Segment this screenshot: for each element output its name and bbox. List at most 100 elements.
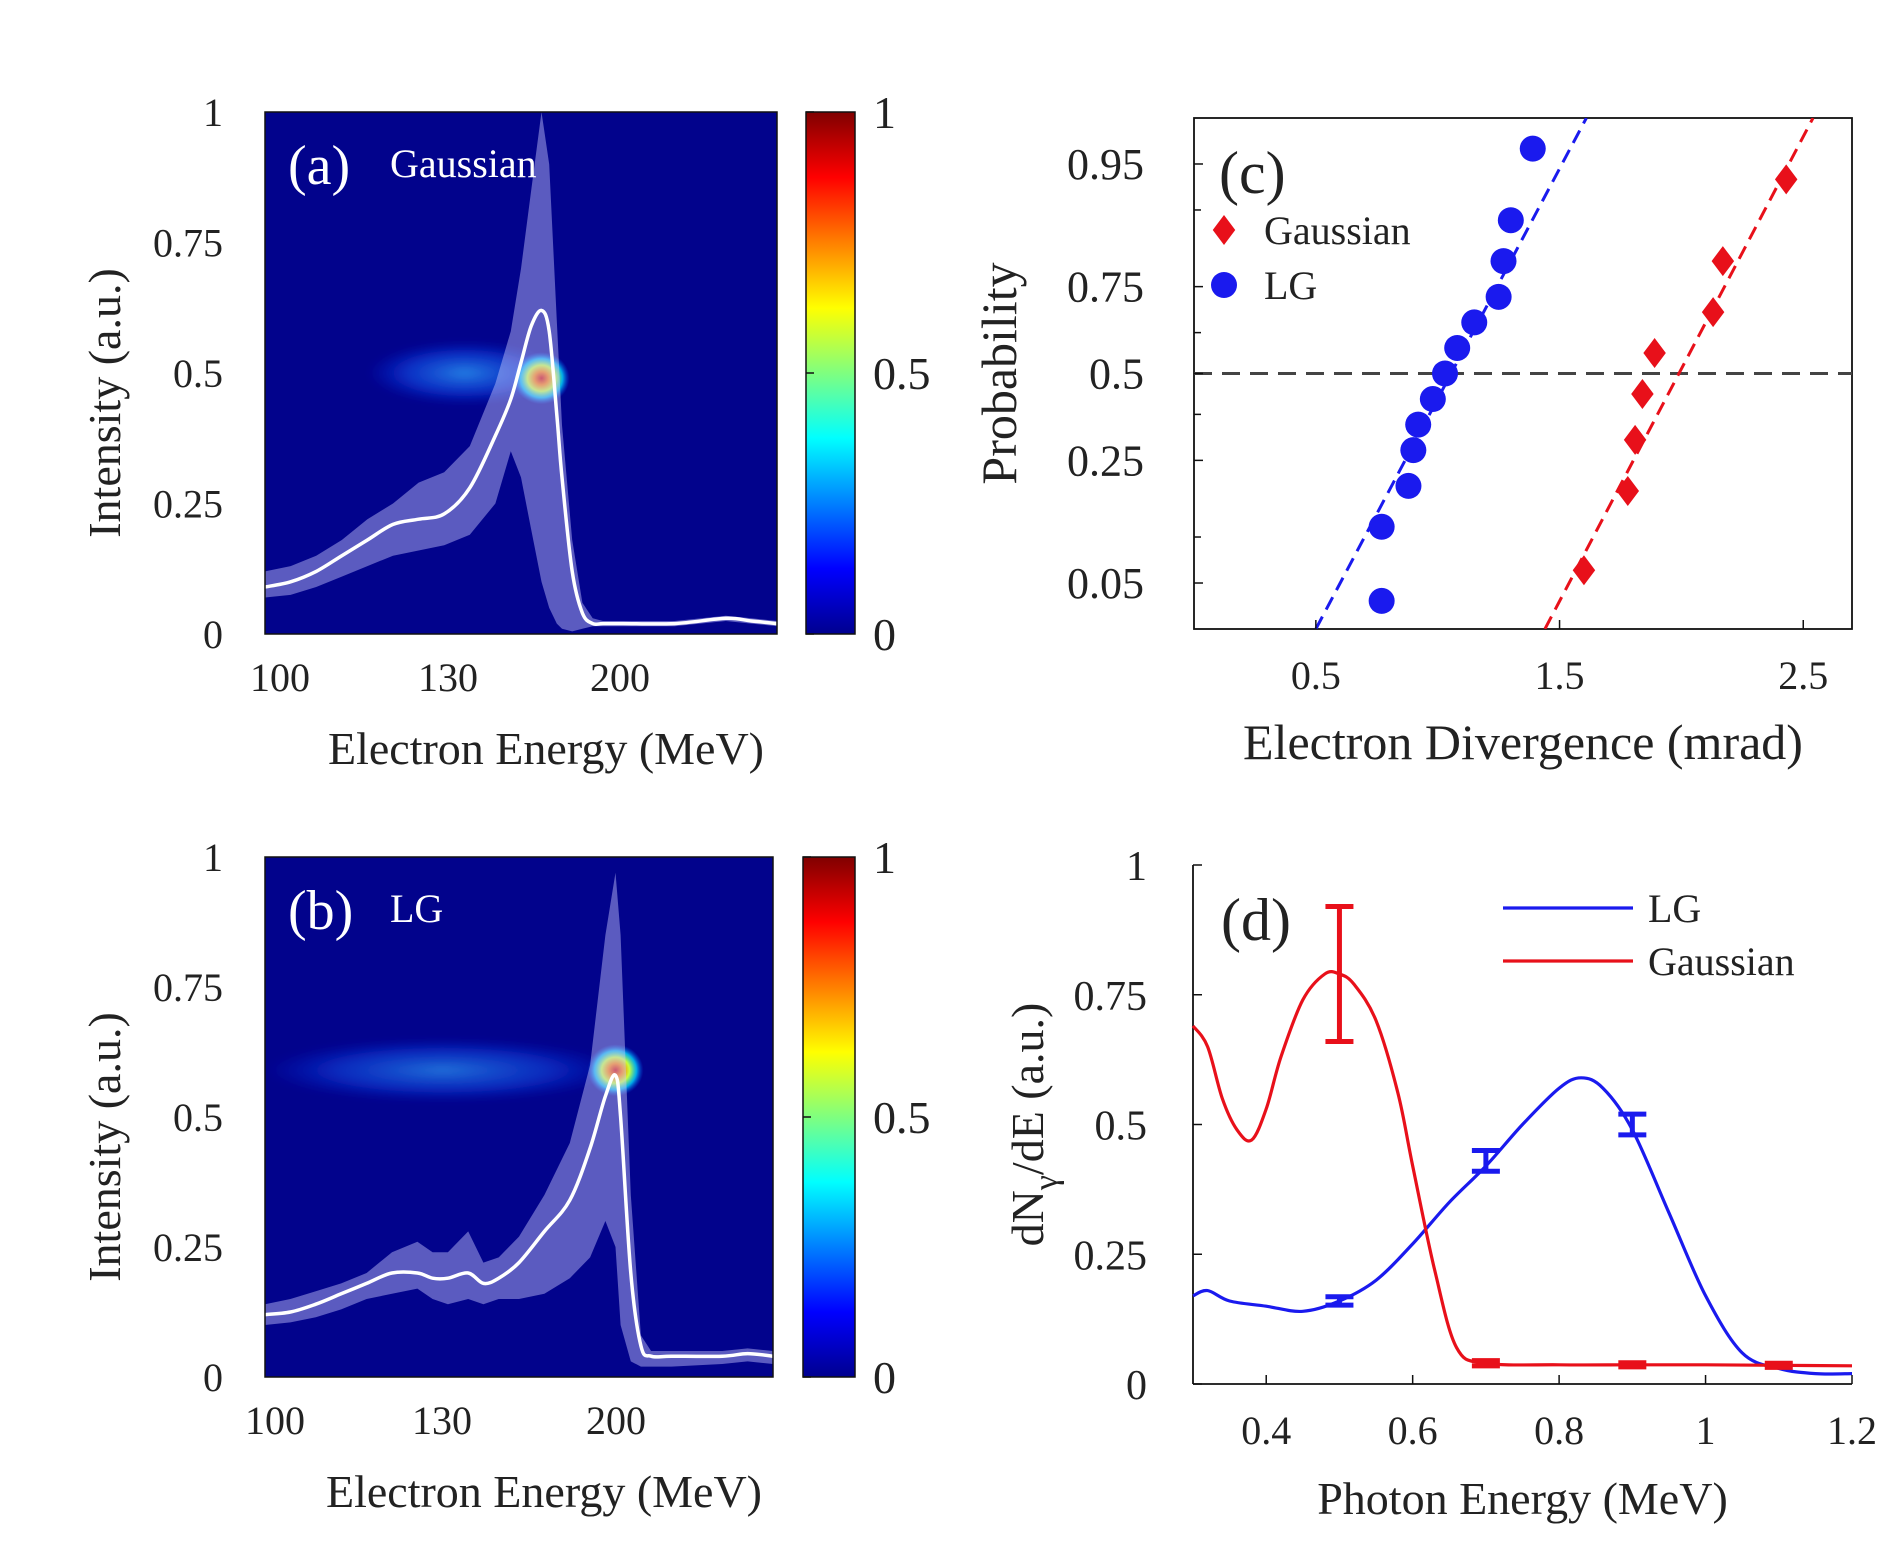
data-point-gaussian: [1711, 246, 1735, 277]
x-tick-label: 200: [586, 1398, 646, 1443]
y-axis-title: Intensity (a.u.): [79, 268, 130, 538]
colorbar-tick-label: 1: [873, 87, 896, 138]
x-tick-label: 130: [418, 655, 478, 700]
data-point-gaussian: [1631, 378, 1654, 409]
x-tick-label: 0.8: [1534, 1408, 1584, 1453]
y-axis-title: dNγ/dE (a.u.): [1002, 1003, 1065, 1247]
legend-label: Gaussian: [1648, 939, 1795, 984]
panel-label: (c): [1219, 140, 1286, 206]
data-point-lg: [1368, 513, 1395, 540]
spectrum-line-lg: [1192, 1076, 1853, 1376]
data-point-lg: [1485, 283, 1512, 310]
data-point-gaussian: [1623, 424, 1647, 455]
y-tick-label: 0: [203, 612, 223, 657]
x-tick-label: 2.5: [1778, 653, 1828, 698]
data-point-lg: [1405, 411, 1432, 438]
y-tick-label: 0.75: [153, 221, 223, 266]
heatmap-frame: [264, 111, 778, 635]
legend-marker-lg: [1211, 272, 1237, 298]
data-point-lg: [1519, 135, 1546, 162]
y-axis-title: Intensity (a.u.): [79, 1012, 130, 1282]
x-axis-title: Photon Energy (MeV): [1317, 1473, 1728, 1524]
spectrum-line-gaussian: [1191, 970, 1853, 1368]
panel-label: (d): [1221, 887, 1291, 953]
data-point-gaussian: [1616, 476, 1640, 507]
y-tick-label: 0.05: [1067, 559, 1144, 608]
panel-label: (a): [288, 135, 350, 197]
uncertainty-band: [265, 872, 773, 1367]
colorbar: [802, 856, 856, 1378]
legend: Gaussian LG: [1211, 208, 1411, 308]
x-axis-title: Electron Energy (MeV): [328, 723, 764, 774]
panel-c: 0.05 0.25 0.5 0.75 0.95 0.5 1.5 2.5 Electron Div…: [971, 117, 1853, 770]
data-point-lg: [1432, 360, 1459, 387]
y-tick-label: 0.75: [1074, 974, 1148, 1020]
panel-annotation: LG: [390, 886, 443, 931]
mean-spectrum-line: [264, 308, 778, 627]
legend-label: Gaussian: [1264, 208, 1411, 253]
colorbar-tick-label: 0.5: [873, 1092, 931, 1143]
panel-annotation: Gaussian: [390, 141, 537, 186]
y-tick-label: 0.25: [153, 1225, 223, 1270]
panel-d: 0 0.25 0.5 0.75 1 0.4 0.6 0.8 1 1.2 Photon Energy …: [1002, 844, 1877, 1524]
data-point-lg: [1490, 248, 1517, 275]
y-tick-label: 0.75: [1067, 263, 1144, 312]
data-point-lg: [1400, 437, 1427, 464]
x-tick-label: 0.5: [1291, 653, 1341, 698]
mean-spectrum-line: [264, 1073, 774, 1359]
x-tick-label: 200: [590, 655, 650, 700]
uncertainty-band: [265, 112, 777, 632]
data-point-gaussian: [1643, 338, 1666, 369]
legend-label: LG: [1264, 263, 1317, 308]
y-tick-label: 0.5: [1095, 1104, 1148, 1150]
x-tick-label: 0.6: [1388, 1408, 1438, 1453]
legend: LG Gaussian: [1503, 886, 1795, 984]
colorbar-tick-label: 0: [873, 609, 896, 660]
y-tick-label: 0.95: [1067, 140, 1144, 189]
data-point-lg: [1395, 472, 1422, 499]
data-point-lg: [1444, 334, 1471, 361]
y-axis-title: Probability: [971, 262, 1027, 484]
colorbar-tick-label: 0.5: [873, 348, 931, 399]
panel-b: (b) LG 0 0.25 0.5 0.75 1 100 130 200 Electron Ener…: [79, 832, 931, 1517]
y-tick-label: 0.25: [153, 482, 223, 527]
legend-marker-gaussian: [1212, 215, 1236, 245]
heatmap-frame: [264, 856, 774, 1378]
x-tick-label: 100: [245, 1398, 305, 1443]
y-tick-label: 0.25: [1074, 1233, 1148, 1279]
fit-line-gaussian: [1543, 118, 1815, 629]
data-point-gaussian: [1572, 555, 1596, 586]
y-tick-label: 0.5: [173, 351, 223, 396]
data-point-lg: [1419, 386, 1446, 413]
colorbar: [805, 111, 856, 635]
data-point-lg: [1497, 207, 1524, 234]
legend-label: LG: [1648, 886, 1701, 931]
x-tick-label: 1.2: [1827, 1408, 1877, 1453]
heatmap-peak-spot: [587, 1044, 644, 1097]
y-tick-label: 1: [203, 835, 223, 880]
data-point-gaussian: [1774, 164, 1798, 195]
y-tick-label: 0.5: [173, 1095, 223, 1140]
x-tick-label: 0.4: [1241, 1408, 1291, 1453]
y-tick-label: 0.75: [153, 965, 223, 1010]
x-axis-title: Electron Energy (MeV): [326, 1466, 762, 1517]
y-tick-label: 0: [203, 1355, 223, 1400]
x-tick-label: 1: [1696, 1408, 1716, 1453]
y-tick-label: 0.25: [1067, 436, 1144, 485]
panel-a: (a) Gaussian 0 0.25 0.5 0.75 1 100 130 200 Electro…: [79, 87, 931, 774]
x-tick-label: 1.5: [1535, 653, 1585, 698]
colorbar-tick-label: 1: [873, 832, 896, 883]
x-tick-label: 100: [250, 655, 310, 700]
data-point-gaussian: [1701, 297, 1725, 328]
heatmap-tail-glow: [265, 1039, 621, 1102]
data-point-lg: [1461, 309, 1488, 336]
y-tick-label: 0.5: [1089, 350, 1144, 399]
y-tick-label: 0: [1126, 1363, 1147, 1409]
y-tick-label: 1: [203, 90, 223, 135]
y-tick-label: 1: [1126, 844, 1147, 890]
colorbar-tick-label: 0: [873, 1352, 896, 1403]
panel-label: (b): [288, 880, 353, 942]
x-tick-label: 130: [412, 1398, 472, 1443]
data-point-lg: [1368, 587, 1395, 614]
